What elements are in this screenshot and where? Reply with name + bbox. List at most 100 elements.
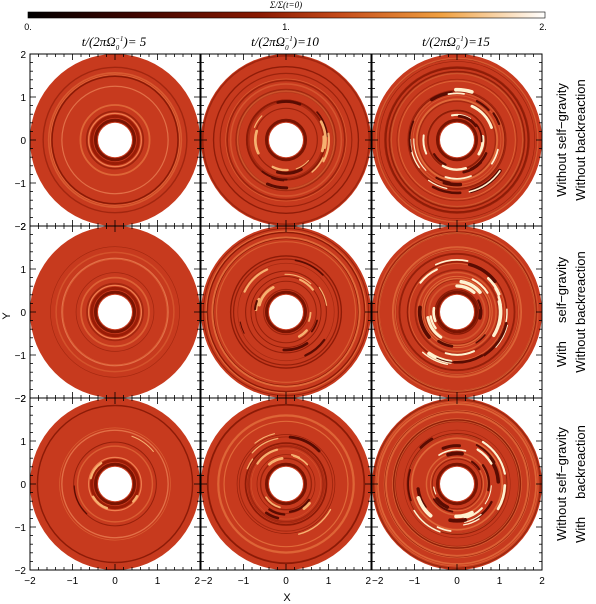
- density-arc: [419, 268, 438, 284]
- y-tick-label: 1: [20, 437, 26, 448]
- panel-r3-c3: −2 −1 0 1 2: [371, 397, 545, 587]
- density-arc: [471, 278, 489, 294]
- density-arc: [421, 351, 449, 366]
- density-arc: [416, 496, 433, 518]
- y-tick-label: 2: [20, 394, 26, 405]
- density-arc: [73, 485, 88, 515]
- x-tick-label: 1: [155, 576, 161, 587]
- density-arc: [308, 311, 312, 322]
- row-3-label-left: Without self−gravity: [554, 427, 569, 541]
- density-ring: [61, 85, 169, 195]
- density-ring: [85, 110, 145, 170]
- density-arc: [475, 99, 490, 112]
- density-arc: [454, 87, 474, 94]
- density-ring: [251, 448, 321, 520]
- density-arc: [251, 437, 279, 454]
- density-arc: [407, 469, 412, 502]
- density-ring: [398, 80, 516, 200]
- density-ring: [88, 456, 142, 512]
- density-arc: [320, 135, 326, 153]
- y-tick-label: −2: [15, 394, 27, 405]
- density-ring: [392, 246, 522, 378]
- y-tick-label: −2: [15, 222, 27, 233]
- inner-ring: [264, 118, 308, 162]
- density-ring: [76, 445, 154, 523]
- density-arc: [413, 138, 427, 171]
- density-ring: [206, 231, 366, 393]
- density-arc: [464, 513, 482, 523]
- inner-ring: [264, 462, 308, 506]
- density-ring: [403, 429, 511, 539]
- colorbar-tick-2: 2.: [539, 22, 547, 32]
- density-ring: [80, 276, 150, 348]
- density-arc: [469, 152, 488, 171]
- density-arc: [422, 134, 428, 155]
- density-arc: [427, 179, 448, 190]
- density-ring: [408, 263, 506, 361]
- density-ring: [378, 232, 536, 392]
- density-ring: [428, 282, 486, 342]
- inner-ring: [264, 290, 308, 334]
- density-arc: [448, 517, 468, 523]
- density-arc: [292, 455, 309, 466]
- density-ring: [236, 89, 336, 191]
- density-arc: [297, 329, 308, 338]
- inner-hole: [98, 122, 132, 158]
- density-arc: [475, 334, 486, 344]
- column-title-2: t/(2πΩ0−1)=10: [251, 34, 319, 52]
- panel-r2-c1: −2 −1 0 1 2: [15, 222, 201, 405]
- density-arc: [288, 498, 311, 513]
- inner-ring: [93, 462, 137, 506]
- density-arc: [435, 176, 451, 184]
- density-ring: [62, 258, 168, 366]
- y-tick-label: 2: [20, 50, 26, 61]
- density-arc: [239, 321, 245, 334]
- density-arc: [481, 464, 490, 492]
- density-arc: [284, 273, 312, 285]
- density-arc: [302, 501, 311, 510]
- density-arc: [254, 433, 276, 444]
- panel-r2-c2: [200, 225, 372, 399]
- panel-r3-c2: −2 −1 0 1 2: [200, 397, 372, 587]
- density-ring: [206, 403, 366, 565]
- density-arc: [437, 339, 454, 348]
- density-ring: [232, 258, 340, 366]
- density-ring: [73, 441, 157, 527]
- x-tick-label: 2: [194, 576, 200, 587]
- density-arc: [476, 448, 493, 465]
- density-ring: [430, 456, 484, 512]
- inner-ring: [93, 290, 137, 334]
- density-arc: [271, 165, 289, 172]
- inner-hole: [98, 466, 132, 502]
- density-ring: [259, 457, 313, 511]
- density-arc: [413, 509, 441, 533]
- density-ring: [256, 454, 316, 514]
- density-ring: [226, 79, 346, 201]
- density-arc: [243, 268, 269, 293]
- density-arc: [484, 485, 492, 505]
- density-ring: [392, 418, 522, 550]
- density-arc: [295, 159, 310, 170]
- density-arc: [470, 104, 493, 129]
- density-arc: [438, 449, 467, 456]
- density-ring: [90, 286, 140, 338]
- density-ring: [384, 411, 530, 557]
- density-arc: [432, 306, 437, 323]
- density-arc: [431, 185, 462, 195]
- density-arc: [419, 437, 434, 449]
- density-arc: [430, 91, 453, 102]
- density-ring: [394, 420, 520, 548]
- colorbar: Σ/Σ(t=0) 0. 1. 2.: [24, 0, 547, 32]
- density-arc: [432, 498, 454, 513]
- density-ring: [90, 458, 140, 510]
- density-arc: [256, 448, 279, 465]
- colorbar-gradient: [27, 11, 546, 19]
- density-ring: [434, 289, 480, 335]
- density-arc: [282, 342, 309, 352]
- density-arc: [268, 508, 286, 516]
- density-arc: [267, 457, 284, 466]
- row-2-label-right: Without backreaction: [573, 251, 588, 372]
- row-3-label-right: With backreaction: [573, 425, 588, 543]
- density-arc: [459, 279, 482, 294]
- density-arc: [261, 170, 288, 181]
